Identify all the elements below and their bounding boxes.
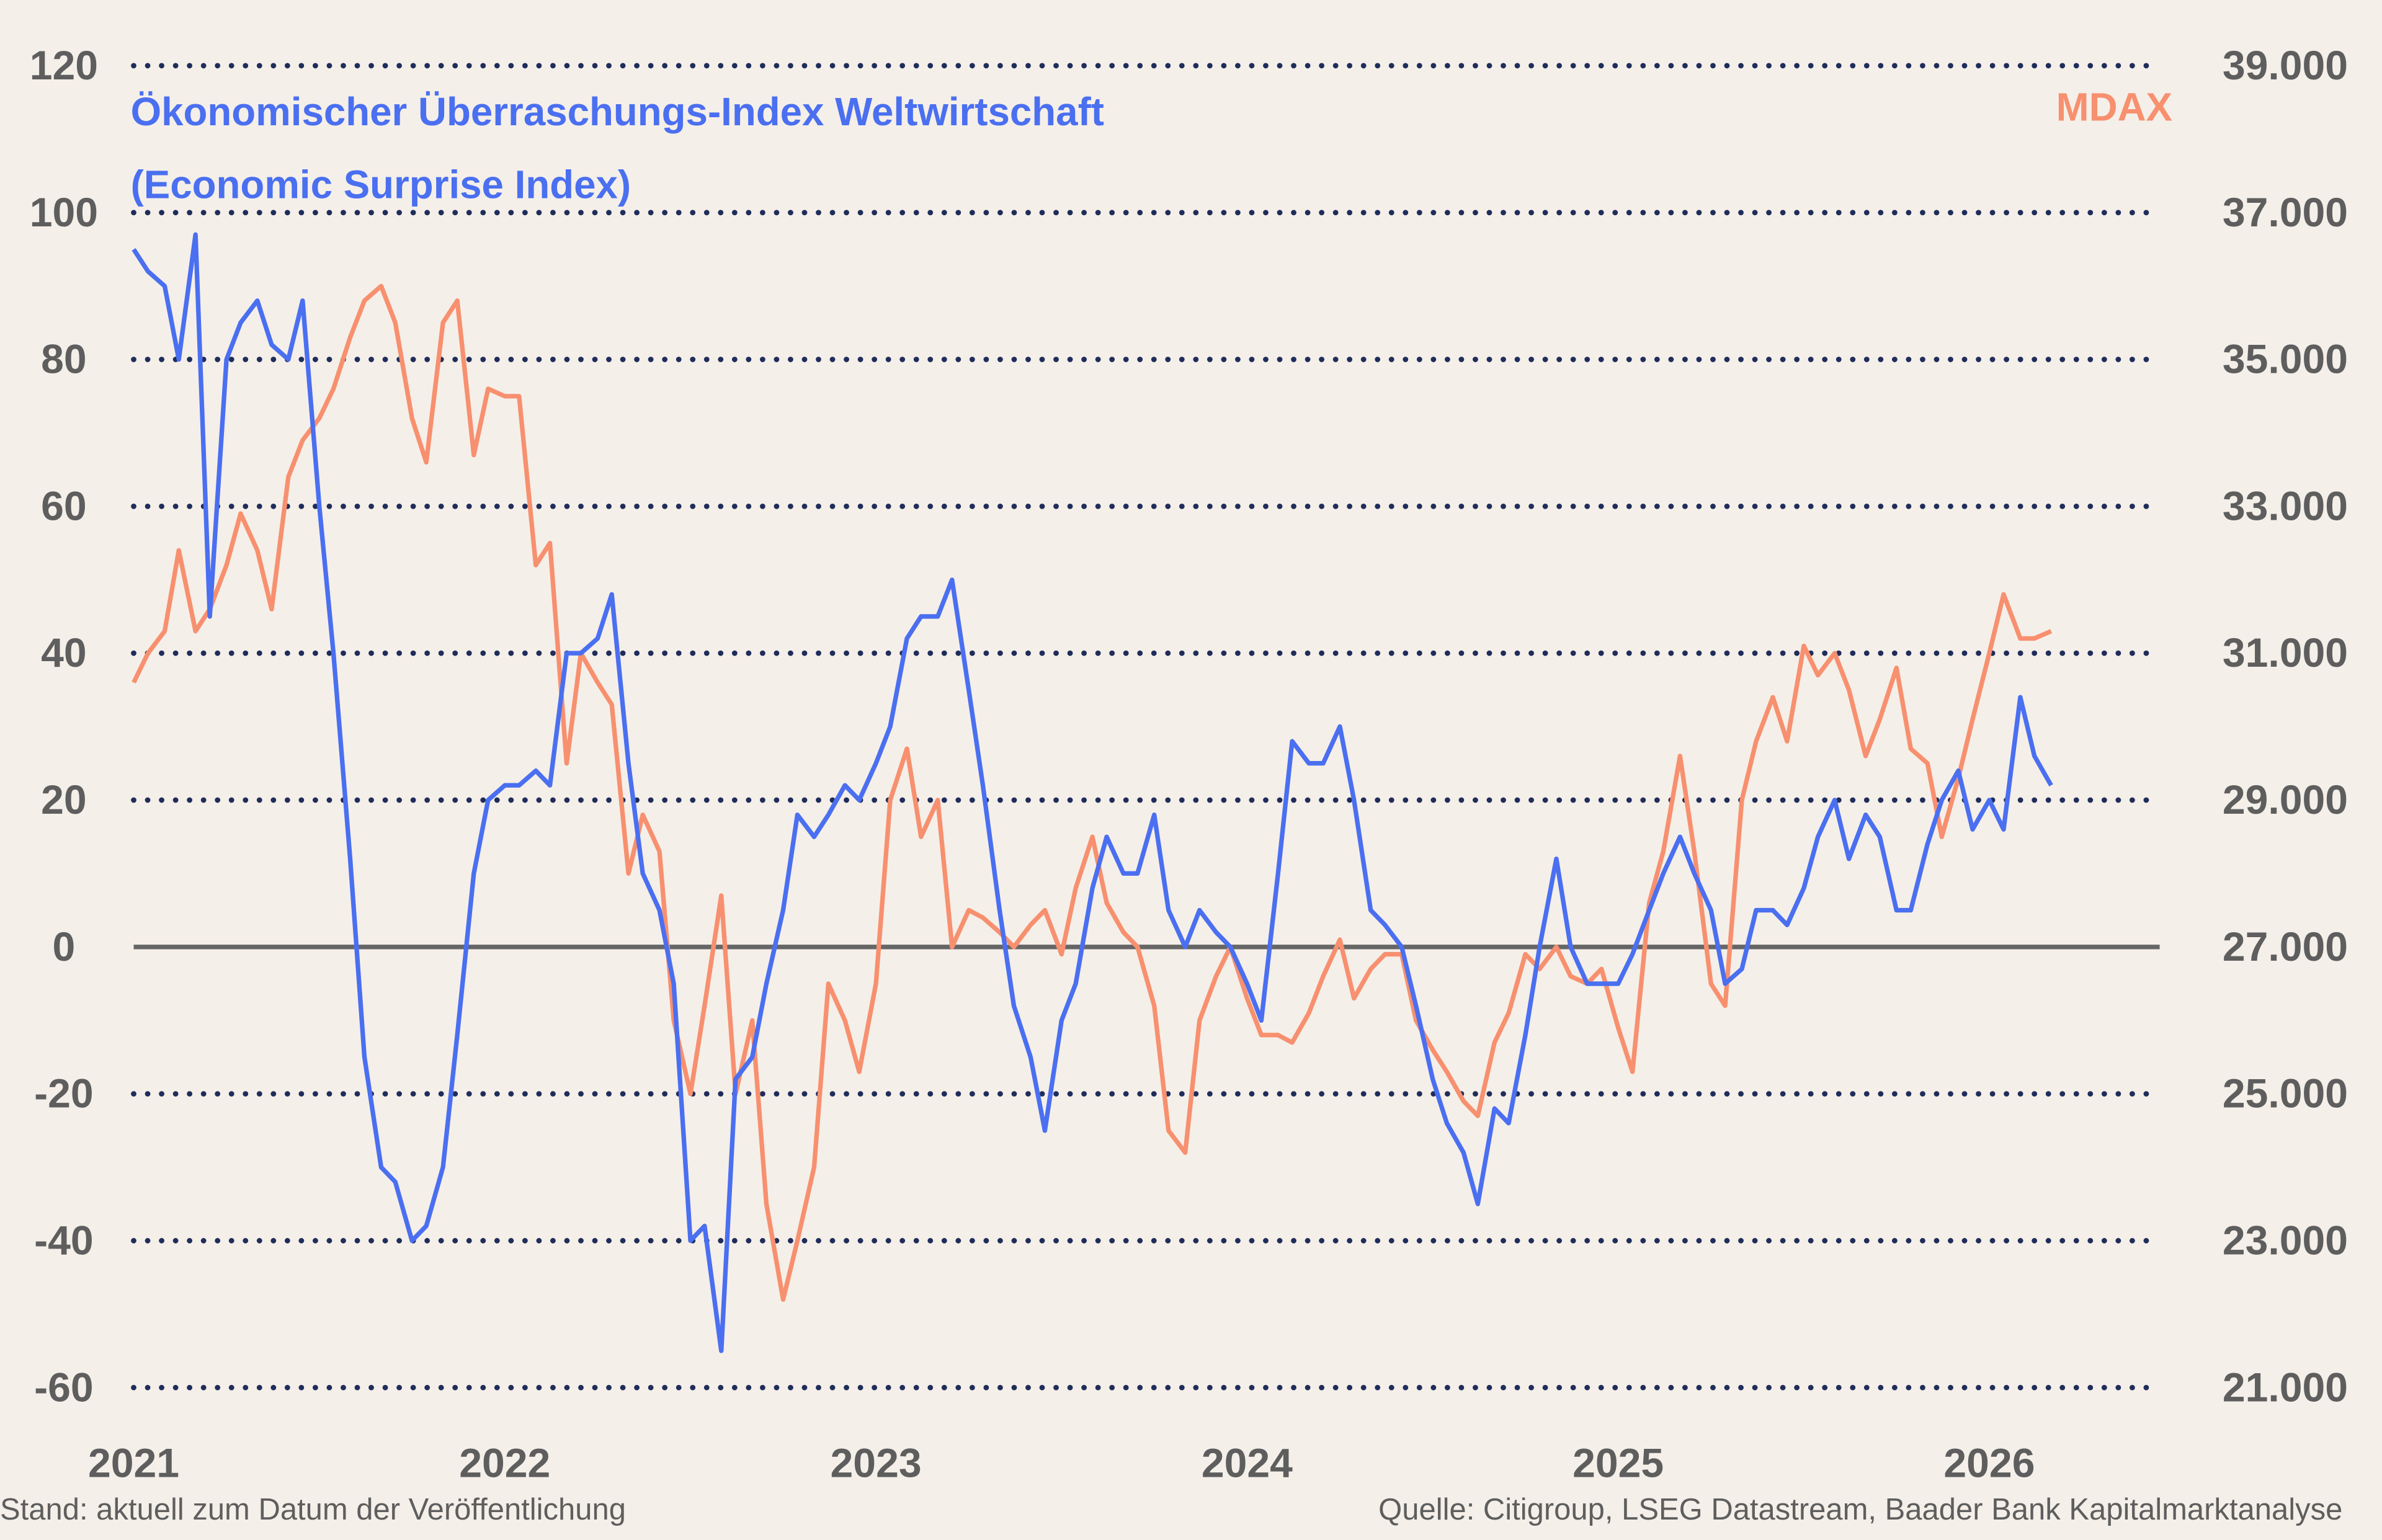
x-tick-label: 2023 [831,1441,922,1487]
series-lines [132,232,2053,1353]
right-tick-label: 29.000 [2223,777,2348,823]
left-tick-label: -20 [34,1071,94,1117]
mdax-line [132,283,2053,1302]
left-tick-label: 60 [41,483,87,529]
right-tick-label: 37.000 [2223,190,2348,236]
left-axis-ticks: -60 -40 -20 0 20 40 60 80 100 120 [30,43,98,1410]
right-tick-label: 33.000 [2223,483,2348,529]
right-axis-ticks: 21.000 23.000 25.000 27.000 29.000 31.000 33.0… [2223,43,2348,1410]
footer-status: Stand: aktuell zum Datum der Veröffentli… [0,1493,626,1526]
right-tick-label: 39.000 [2223,43,2348,89]
x-axis-ticks: 2021 2022 2023 2024 2025 2026 [88,1441,2035,1487]
x-tick-label: 2026 [1943,1441,2035,1487]
x-tick-label: 2025 [1572,1441,1664,1487]
left-axis-title: Ökonomischer Überraschungs-Index Weltwir… [131,90,1104,134]
right-axis-title: MDAX [2056,86,2172,130]
left-tick-label: 120 [30,43,98,89]
right-tick-label: 27.000 [2223,924,2348,970]
x-tick-label: 2024 [1202,1441,1293,1487]
left-tick-label: -40 [34,1217,94,1263]
left-tick-label: 80 [41,337,87,383]
left-tick-label: -60 [34,1364,94,1410]
right-tick-label: 23.000 [2223,1217,2348,1263]
x-tick-label: 2022 [459,1441,550,1487]
gridlines [131,63,2163,1391]
left-tick-label: 100 [30,190,98,236]
esi-line [132,232,2053,1353]
right-tick-label: 31.000 [2223,630,2348,676]
left-tick-label: 20 [41,777,87,823]
x-tick-label: 2021 [88,1441,179,1487]
left-axis-subtitle: (Economic Surprise Index) [131,162,631,207]
right-tick-label: 25.000 [2223,1071,2348,1117]
left-tick-label: 0 [52,924,75,970]
footer-source: Quelle: Citigroup, LSEG Datastream, Baad… [1378,1493,2342,1526]
left-tick-label: 40 [41,630,87,676]
right-tick-label: 21.000 [2223,1364,2348,1410]
right-tick-label: 35.000 [2223,337,2348,383]
